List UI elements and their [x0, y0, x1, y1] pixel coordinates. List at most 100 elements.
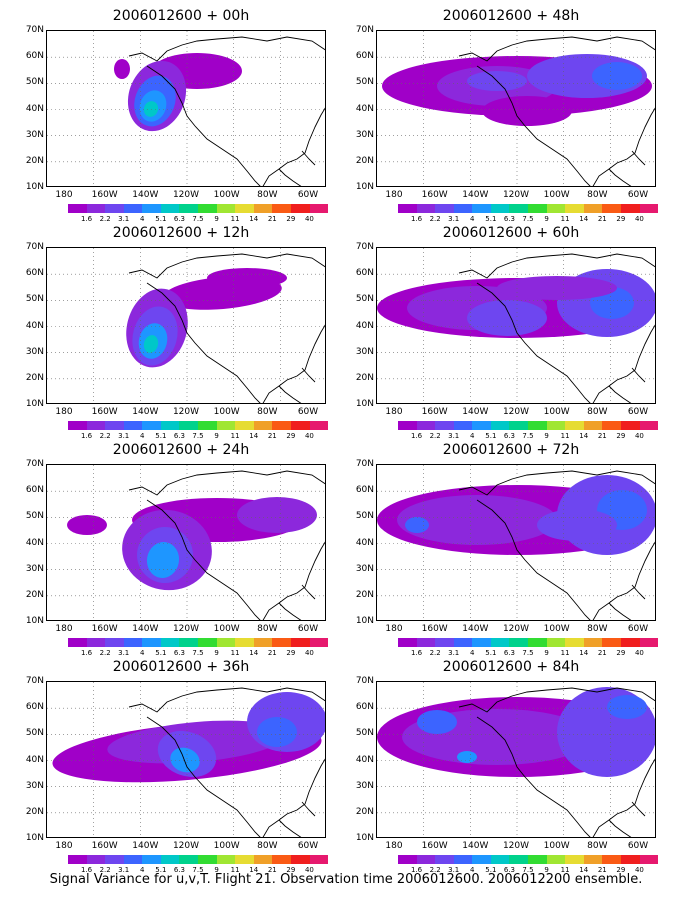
- lat-tick-label: 60N: [355, 485, 374, 496]
- lon-tick-label: 60W: [627, 841, 649, 851]
- colorbar-level-label: 21: [267, 432, 277, 440]
- map-plot: [376, 681, 656, 838]
- map-plot: [376, 464, 656, 621]
- coastline: [262, 324, 325, 403]
- colorbar-level-label: 7.5: [192, 432, 204, 440]
- colorbar-swatch: [198, 638, 217, 647]
- lat-tick-label: 30N: [355, 129, 374, 140]
- colorbar-swatch: [565, 421, 584, 430]
- colorbar-swatch: [68, 421, 87, 430]
- colorbar-level-label: 7.5: [522, 215, 534, 223]
- signal-field: [114, 53, 242, 132]
- colorbar-level-label: 4: [470, 215, 475, 223]
- colorbar-level-label: 11: [560, 215, 570, 223]
- colorbar-swatch: [216, 421, 236, 430]
- lon-tick-label: 140W: [132, 407, 159, 417]
- coastline: [631, 367, 646, 383]
- colorbar-level-label: 5.1: [485, 649, 497, 657]
- panel-title: 2006012600 + 84h: [442, 659, 580, 675]
- coastline: [476, 282, 591, 403]
- colorbar-swatch: [472, 204, 491, 213]
- lon-tick-label: 160W: [91, 841, 118, 851]
- colorbar-swatch: [290, 638, 310, 647]
- colorbar-swatch: [86, 204, 106, 213]
- signal-field: [377, 475, 655, 555]
- lat-tick-label: 30N: [355, 780, 374, 791]
- field-contour: [67, 515, 107, 535]
- colorbar-swatch: [620, 638, 640, 647]
- colorbar-level-label: 29: [286, 215, 296, 223]
- lon-tick-label: 160W: [91, 407, 118, 417]
- colorbar-level-label: 7.5: [522, 432, 534, 440]
- colorbar-level-label: 21: [267, 866, 277, 874]
- colorbar-swatch: [416, 421, 436, 430]
- colorbar-swatch: [435, 421, 454, 430]
- colorbar-level-label: 2.2: [99, 432, 111, 440]
- lat-tick-label: 20N: [25, 155, 44, 166]
- lon-tick-label: 100W: [213, 624, 240, 634]
- colorbar-swatch: [272, 204, 291, 213]
- lat-tick-label: 50N: [355, 77, 374, 88]
- lat-tick-label: 30N: [355, 346, 374, 357]
- lat-tick-label: 10N: [355, 182, 374, 192]
- lon-tick-label: 140W: [462, 841, 489, 851]
- colorbar-swatch: [86, 855, 106, 864]
- colorbar-level-label: 1.6: [410, 432, 423, 440]
- lon-tick-label: 180: [385, 841, 403, 851]
- colorbar-level-label: 29: [286, 866, 296, 874]
- colorbar-swatch: [472, 855, 491, 864]
- lon-tick-label: 160W: [421, 841, 448, 851]
- colorbar-level-label: 9: [214, 866, 219, 874]
- colorbar-level-label: 7.5: [192, 866, 204, 874]
- colorbar-swatch: [198, 204, 217, 213]
- colorbar-swatch: [602, 204, 621, 213]
- colorbar-level-label: 11: [560, 432, 570, 440]
- colorbar-swatch: [565, 855, 584, 864]
- coastline: [631, 584, 646, 600]
- map-svg: [377, 465, 655, 620]
- colorbar-level-label: 11: [230, 866, 240, 874]
- coastline: [458, 36, 655, 62]
- lon-tick-label: 160W: [91, 624, 118, 634]
- field-contour: [143, 101, 159, 117]
- field-contour: [457, 751, 477, 763]
- colorbar: [68, 421, 329, 430]
- map-plot: [46, 464, 326, 621]
- coastline: [458, 470, 655, 496]
- colorbar-swatch: [490, 638, 510, 647]
- field-contour: [207, 268, 287, 288]
- lat-tick-label: 20N: [25, 589, 44, 600]
- lat-tick-label: 40N: [355, 537, 374, 548]
- colorbar-level-label: 5.1: [485, 432, 497, 440]
- lon-tick-label: 80W: [257, 624, 278, 634]
- colorbar-level-label: 40: [304, 215, 314, 223]
- lat-tick-label: 60N: [25, 51, 44, 62]
- colorbar-level-label: 6.3: [173, 432, 185, 440]
- colorbar-swatch: [253, 855, 273, 864]
- coastline: [146, 65, 261, 186]
- colorbar-swatch: [160, 204, 180, 213]
- colorbar-level-label: 5.1: [155, 215, 167, 223]
- colorbar-level-label: 6.3: [503, 866, 515, 874]
- lat-tick-label: 10N: [355, 616, 374, 626]
- colorbar-level-label: 2.2: [99, 215, 111, 223]
- colorbar-level-label: 40: [634, 215, 644, 223]
- lon-tick-label: 120W: [172, 841, 200, 851]
- colorbar-level-label: 2.2: [429, 866, 441, 874]
- lon-tick-label: 120W: [502, 407, 530, 417]
- colorbar-swatch: [290, 421, 310, 430]
- lat-tick-label: 70N: [25, 242, 44, 252]
- colorbar-swatch: [105, 638, 124, 647]
- colorbar-level-label: 11: [560, 866, 570, 874]
- lon-tick-label: 100W: [543, 190, 570, 200]
- colorbar-swatch: [309, 204, 329, 213]
- lat-tick-label: 70N: [355, 242, 374, 252]
- colorbar-swatch: [639, 421, 659, 430]
- lat-tick-label: 60N: [355, 268, 374, 279]
- colorbar: [398, 855, 659, 864]
- colorbar-swatch: [472, 638, 491, 647]
- map-svg: [47, 31, 325, 186]
- lon-tick-label: 180: [385, 190, 403, 200]
- panel-24h: 2006012600 + 24h 70N 60N 50N 40N 30N 20N 10N 18…: [16, 442, 346, 657]
- lat-tick-label: 50N: [25, 294, 44, 305]
